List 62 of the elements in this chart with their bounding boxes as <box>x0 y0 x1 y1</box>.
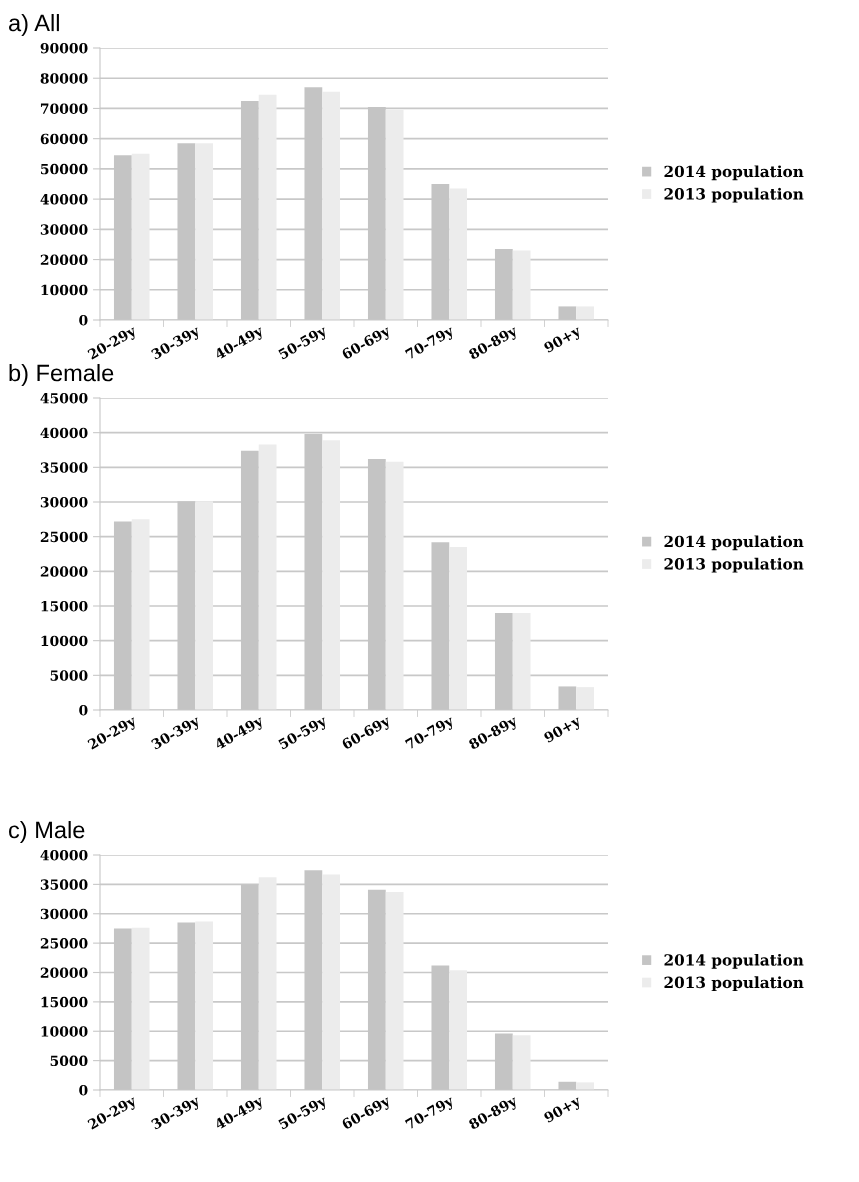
y-tick-label: 10000 <box>41 284 88 296</box>
y-tick-label: 70000 <box>40 103 88 114</box>
y-tick-label: 30000 <box>40 224 88 235</box>
y-tick-label: 25000 <box>40 938 88 949</box>
y-tick-label: 25000 <box>40 531 88 543</box>
y-tick-label: 90000 <box>40 42 88 54</box>
bar <box>385 109 404 320</box>
chart-title: a) All <box>9 13 59 36</box>
y-tick-label: 20000 <box>40 254 88 266</box>
legend-label: 2013 population <box>664 187 804 203</box>
y-tick-label: 45000 <box>40 392 88 404</box>
y-tick-label: 20000 <box>40 967 88 978</box>
bar <box>258 94 277 320</box>
bar <box>322 874 341 1090</box>
y-tick-label: 5000 <box>50 1055 88 1067</box>
y-tick-label: 35000 <box>40 462 88 473</box>
y-tick-label: 50000 <box>41 163 88 175</box>
bar <box>512 250 531 320</box>
y-tick-label: 15000 <box>41 600 88 612</box>
y-tick-label: 80000 <box>40 73 88 84</box>
y-tick-label: 10000 <box>41 1026 88 1037</box>
y-tick-label: 20000 <box>40 566 88 577</box>
legend-label: 2013 population <box>664 976 804 992</box>
bar <box>449 547 468 710</box>
bar <box>195 501 214 710</box>
bar <box>385 892 404 1090</box>
legend-label: 2014 population <box>664 165 804 181</box>
chart-title: c) Male <box>9 820 85 843</box>
y-tick-label: 10000 <box>41 635 88 647</box>
bar <box>195 921 214 1090</box>
bar <box>512 612 531 710</box>
bar <box>449 970 468 1090</box>
bar <box>131 153 150 320</box>
y-tick-label: 0 <box>79 1084 88 1096</box>
bar <box>512 1035 531 1090</box>
bar <box>322 91 341 320</box>
y-tick-label: 40000 <box>40 427 88 439</box>
y-tick-label: 30000 <box>40 908 88 920</box>
y-tick-label: 5000 <box>50 670 88 681</box>
bar <box>385 461 404 710</box>
bar <box>576 306 595 320</box>
bar <box>258 444 277 710</box>
legend-label: 2014 population <box>664 535 804 551</box>
y-tick-label: 0 <box>79 704 88 716</box>
bar <box>131 927 150 1090</box>
legend-label: 2013 population <box>664 557 804 573</box>
bar <box>449 188 468 320</box>
y-tick-label: 30000 <box>40 496 88 508</box>
y-tick-label: 15000 <box>41 996 88 1008</box>
bar <box>195 143 214 320</box>
chart-title: b) Female <box>9 363 114 386</box>
bar <box>322 440 341 710</box>
legend-label: 2014 population <box>664 953 804 969</box>
y-tick-label: 40000 <box>40 849 88 861</box>
bar <box>131 519 150 710</box>
bar <box>576 687 595 710</box>
bar <box>258 877 277 1090</box>
y-tick-label: 0 <box>79 314 88 326</box>
bar <box>576 1082 595 1090</box>
y-tick-label: 60000 <box>40 133 88 145</box>
y-tick-label: 40000 <box>40 194 88 205</box>
y-tick-label: 35000 <box>40 879 88 890</box>
